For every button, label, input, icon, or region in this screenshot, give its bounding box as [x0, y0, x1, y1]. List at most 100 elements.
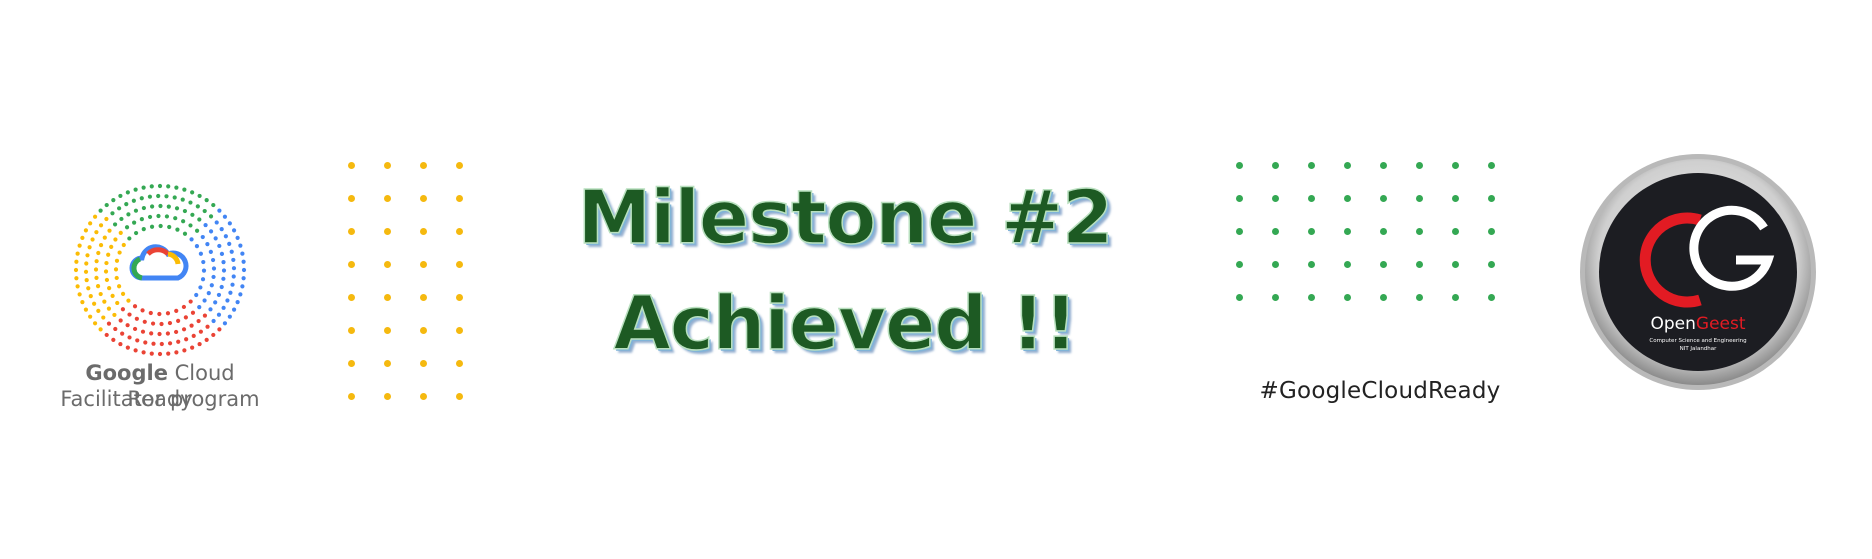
badge-ring-dot	[120, 307, 126, 312]
badge-ring-dot	[104, 332, 109, 338]
badge-ring-dot	[109, 244, 114, 249]
badge-ring-dot	[90, 237, 95, 242]
badge-ring-dot	[149, 351, 154, 356]
badge-ring-dot	[174, 185, 179, 190]
badge-ring-dot	[126, 212, 131, 217]
badge-ring-dot	[213, 236, 218, 241]
decor-dot	[348, 162, 355, 169]
badge-ring-dot	[190, 212, 195, 217]
decor-dot	[1416, 261, 1423, 268]
badge-ring-dot	[217, 243, 222, 249]
badge-ring-dot	[140, 329, 146, 334]
decor-dot	[456, 228, 463, 235]
badge-ring-dot	[201, 259, 206, 265]
badge-ring-dot	[88, 221, 93, 226]
badge-ring-dot	[240, 251, 245, 256]
badge-ring-dot	[148, 310, 153, 316]
badge-ring-dot	[203, 222, 208, 228]
decor-dot	[1380, 162, 1387, 169]
decor-dot	[1344, 261, 1351, 268]
badge-ring-dot	[165, 331, 170, 336]
green-dot-grid	[1236, 162, 1495, 301]
badge-ring-dot	[107, 286, 112, 291]
decor-dot	[1344, 162, 1351, 169]
badge-ring-dot	[216, 312, 222, 317]
badge-ring-dot	[149, 331, 154, 336]
badge-ring-dot	[167, 341, 173, 346]
badge-cloud-ready: Cloud Ready	[127, 361, 235, 411]
badge-ring-dot	[118, 193, 123, 199]
badge-ring-dot	[202, 298, 207, 303]
badge-ring-dot	[150, 204, 155, 209]
decor-dot	[1488, 162, 1495, 169]
badge-ring-dot	[222, 214, 228, 219]
badge-ring-dot	[135, 338, 140, 343]
badge-ring-dot	[225, 298, 230, 303]
badge-ring-dot	[110, 211, 115, 216]
badge-ring-dot	[84, 277, 89, 283]
milestone-title: Milestone #2	[577, 174, 1114, 262]
badge-ring-dot	[75, 251, 80, 256]
badge-ring-dot	[118, 341, 123, 347]
badge-ring-dot	[112, 222, 118, 227]
decor-dot	[1452, 162, 1459, 169]
badge-ring-dot	[134, 316, 139, 321]
badge-ring-dot	[190, 310, 196, 315]
badge-ring-dot	[139, 217, 144, 222]
decor-dot	[384, 393, 391, 400]
badge-ring-dot	[221, 305, 226, 310]
decor-dot	[1308, 228, 1315, 235]
badge-ring-dot	[92, 321, 98, 326]
badge-ring-dot	[210, 257, 216, 263]
badge-ring-dot	[159, 321, 164, 327]
logo-brand-name: OpenGeest	[1650, 314, 1745, 334]
badge-ring-dot	[182, 348, 187, 353]
badge-ring-dot	[83, 307, 89, 312]
decor-dot	[348, 360, 355, 367]
badge-subtitle: Facilitator program	[60, 387, 260, 411]
badge-ring-dot	[195, 204, 200, 209]
decor-dot	[1344, 294, 1351, 301]
badge-ring-dot	[194, 228, 200, 233]
badge-ring-dot	[151, 341, 156, 346]
badge-ring-dot	[223, 234, 228, 239]
badge-ring-dot	[208, 229, 214, 234]
badge-ring-dot	[73, 267, 79, 273]
badge-ring-dot	[227, 314, 232, 319]
badge-ring-dot	[127, 312, 132, 317]
decor-dot	[1308, 162, 1315, 169]
badge-ring-dot	[74, 259, 79, 264]
badge-ring-dot	[208, 307, 213, 312]
decor-dot	[420, 294, 427, 301]
decor-dot	[1236, 294, 1243, 301]
decor-dot	[1308, 261, 1315, 268]
badge-ring-dot	[214, 220, 219, 225]
badge-ring-dot	[93, 267, 99, 272]
badge-ring-dot	[88, 294, 93, 299]
badge-ring-dot	[96, 250, 101, 256]
badge-ring-dot	[80, 300, 85, 305]
badge-ring-dot	[241, 276, 246, 281]
badge-ring-dot	[106, 306, 112, 311]
badge-ring-dot	[121, 242, 126, 248]
badge-ring-dot	[174, 308, 179, 313]
badge-ring-dot	[197, 341, 202, 347]
badge-ring-dot	[180, 197, 185, 202]
decor-dot	[1452, 294, 1459, 301]
logo-brand-open: Open	[1650, 314, 1695, 334]
google-cloud-icon	[129, 244, 189, 281]
decor-dot	[456, 327, 463, 334]
badge-ring-dot	[201, 268, 207, 273]
badge-ring-dot	[96, 308, 101, 313]
decor-dot	[1452, 228, 1459, 235]
decor-dot	[1236, 195, 1243, 202]
badge-ring-dot	[167, 320, 173, 326]
decor-dot	[1272, 228, 1279, 235]
decor-dot	[456, 360, 463, 367]
badge-ring-dot	[77, 292, 82, 297]
decor-dot	[348, 261, 355, 268]
badge-ring-dot	[198, 285, 203, 290]
logo-subtitle-institute: NIT Jalandhar	[1680, 346, 1718, 352]
badge-ring-dot	[182, 208, 188, 214]
decor-dot	[420, 261, 427, 268]
